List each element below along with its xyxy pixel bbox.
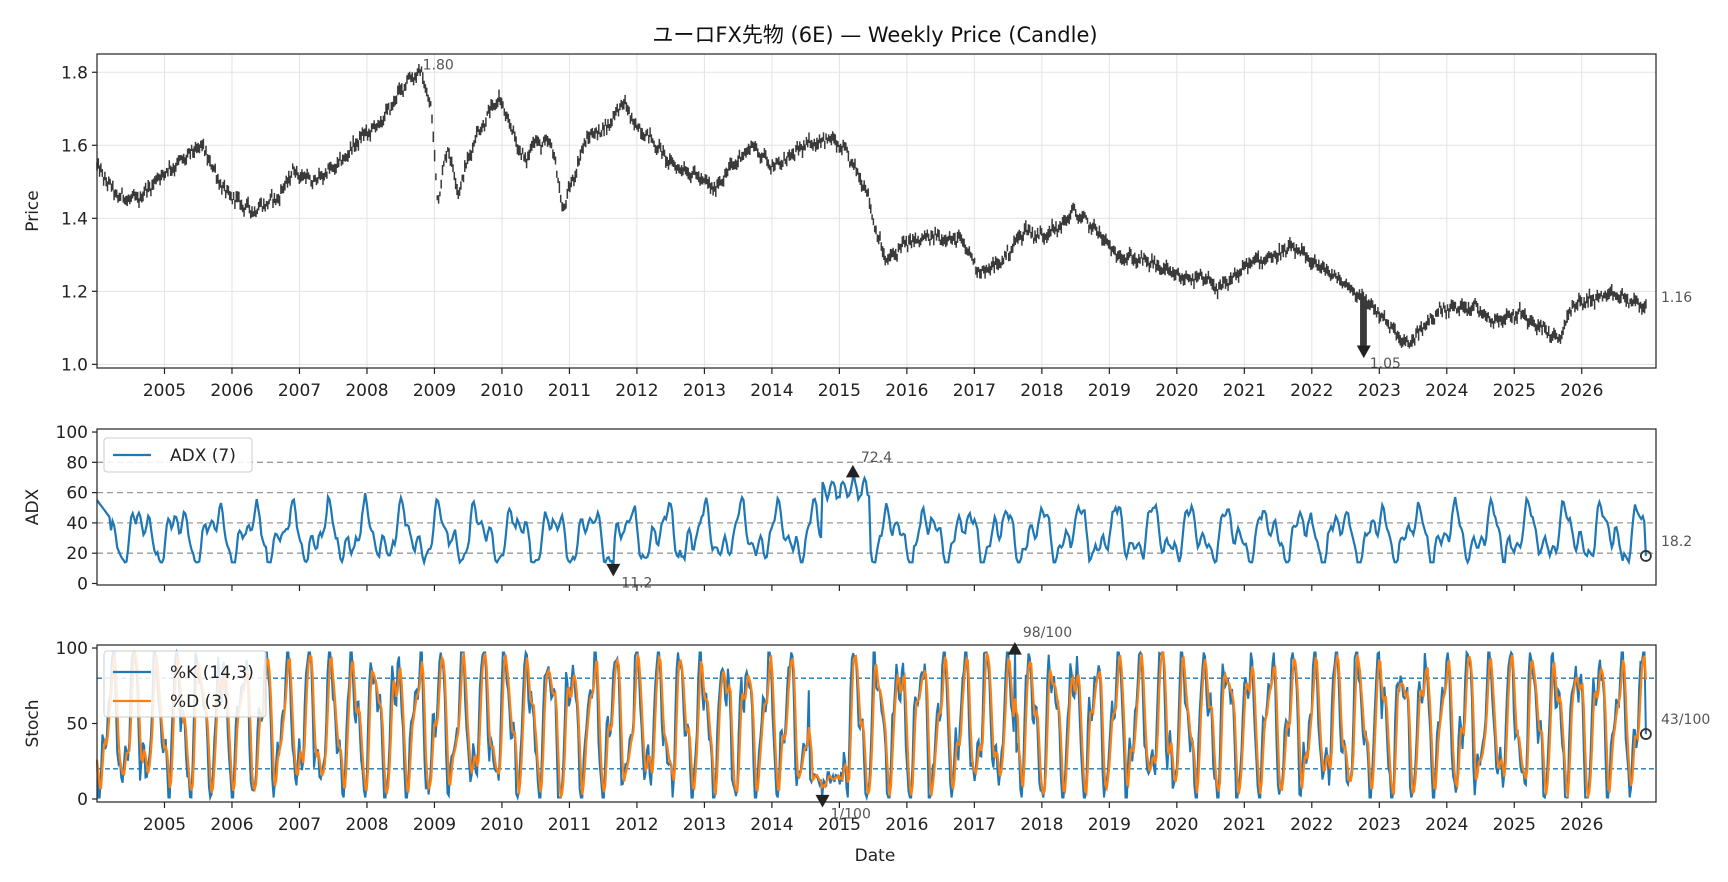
stoch-xtick-label: 2013: [683, 815, 726, 835]
stoch-y-axis-title: Stoch: [23, 700, 43, 748]
price-ytick-label: 1.8: [61, 63, 88, 83]
stoch-xtick-label: 2010: [480, 815, 523, 835]
price-xtick-label: 2026: [1560, 381, 1603, 401]
price-xtick-label: 2005: [143, 381, 186, 401]
stoch-ytick-label: 100: [56, 639, 88, 659]
price-ytick-label: 1.2: [61, 282, 88, 302]
stoch-panel: 0 50 100 2005 2006 2007 2008 2009 2010 2011 2012 20…: [23, 625, 1710, 835]
price-xtick-label: 2021: [1223, 381, 1266, 401]
stoch-xtick-label: 2020: [1155, 815, 1198, 835]
stoch-legend-k-label: %K (14,3): [170, 663, 254, 683]
price-y-axis-title: Price: [23, 190, 43, 231]
stoch-xtick-label: 2014: [750, 815, 793, 835]
adx-plot-frame: [96, 428, 1657, 586]
stoch-plot-frame: [96, 644, 1657, 803]
adx-legend-box: [103, 437, 253, 473]
price-xtick-label: 2022: [1290, 381, 1333, 401]
adx-y-axis-title: ADX: [23, 488, 43, 525]
adx-ytick-label: 100: [56, 423, 88, 443]
stoch-legend-d-label: %D (3): [170, 692, 229, 712]
price-xtick-label: 2011: [548, 381, 591, 401]
adx-line: [96, 473, 1647, 567]
stoch-xtick-label: 2023: [1358, 815, 1401, 835]
price-xtick-label: 2019: [1088, 381, 1131, 401]
stoch-xtick-label: 2007: [278, 815, 321, 835]
price-xtick-label: 2008: [345, 381, 388, 401]
stoch-xtick-label: 2012: [615, 815, 658, 835]
stoch-last-marker: [1639, 728, 1652, 740]
stoch-xtick-label: 2024: [1425, 815, 1468, 835]
price-xtick-label: 2020: [1155, 381, 1198, 401]
stoch-k-line: [96, 648, 1647, 802]
adx-min-marker: [606, 563, 621, 577]
price-xtick-label: 2009: [413, 381, 456, 401]
stoch-ytick-label: 0: [77, 790, 88, 810]
stoch-xtick-label: 2019: [1088, 815, 1131, 835]
stoch-xtick-label: 2018: [1020, 815, 1063, 835]
price-min-marker: [1356, 345, 1371, 359]
stoch-min-label: 1/100: [831, 806, 871, 822]
stoch-xtick-label: 2021: [1223, 815, 1266, 835]
stoch-xtick-label: 2025: [1493, 815, 1536, 835]
adx-last-label: 18.2: [1661, 534, 1692, 550]
stoch-xtick-label: 2006: [210, 815, 253, 835]
price-min-label: 1.05: [1370, 356, 1401, 372]
price-max-label: 1.80: [423, 57, 454, 73]
stoch-xtick-label: 2011: [548, 815, 591, 835]
price-xtick-label: 2014: [750, 381, 793, 401]
price-plot-frame: [96, 53, 1657, 369]
stoch-xtick-label: 2017: [953, 815, 996, 835]
stoch-xtick-label: 2026: [1560, 815, 1603, 835]
stoch-xtick-label: 2009: [413, 815, 456, 835]
stoch-min-marker: [815, 794, 830, 808]
x-axis-title: Date: [855, 846, 896, 866]
price-panel: 1.0 1.2 1.4 1.6 1.8 2005 2006 2007 2008 2009 2010 2…: [23, 53, 1692, 401]
adx-ytick-label: 20: [66, 544, 88, 564]
stoch-ytick-label: 50: [66, 715, 88, 735]
adx-ytick-label: 40: [66, 514, 88, 534]
adx-ytick-label: 60: [66, 484, 88, 504]
price-xtick-label: 2023: [1358, 381, 1401, 401]
price-xtick-label: 2012: [615, 381, 658, 401]
price-xtick-label: 2025: [1493, 381, 1536, 401]
price-xtick-label: 2018: [1020, 381, 1063, 401]
price-candles: [96, 64, 1647, 349]
price-xtick-label: 2024: [1425, 381, 1468, 401]
stoch-d-line: [95, 650, 1647, 798]
price-xtick-label: 2010: [480, 381, 523, 401]
price-xtick-label: 2013: [683, 381, 726, 401]
stoch-xtick-label: 2016: [885, 815, 928, 835]
adx-min-label: 11.2: [621, 576, 652, 592]
price-xtick-label: 2017: [953, 381, 996, 401]
stoch-max-label: 98/100: [1023, 625, 1072, 641]
stoch-xtick-label: 2005: [143, 815, 186, 835]
stoch-last-label: 43/100: [1661, 712, 1710, 728]
chart-title: ユーロFX先物 (6E) — Weekly Price (Candle): [652, 23, 1097, 47]
adx-legend-label: ADX (7): [170, 446, 236, 466]
price-last-label: 1.16: [1661, 290, 1692, 306]
stoch-max-marker: [1007, 642, 1022, 655]
stoch-xtick-label: 2008: [345, 815, 388, 835]
stoch-xtick-label: 2022: [1290, 815, 1333, 835]
adx-ytick-label: 80: [66, 453, 88, 473]
price-ytick-label: 1.0: [61, 355, 88, 375]
price-ytick-label: 1.6: [61, 136, 88, 156]
price-xtick-label: 2006: [210, 381, 253, 401]
adx-ytick-label: 0: [77, 574, 88, 594]
adx-panel: 0 20 40 60 80 100 ADX 72.4 11.2 18.2 ADX (7): [23, 423, 1692, 594]
adx-max-label: 72.4: [861, 450, 892, 466]
price-ytick-label: 1.4: [61, 209, 88, 229]
price-xtick-label: 2015: [818, 381, 861, 401]
adx-last-marker: [1639, 550, 1652, 562]
price-xtick-label: 2016: [885, 381, 928, 401]
stoch-xtick-label: 2015: [818, 815, 861, 835]
adx-max-marker: [845, 464, 860, 478]
price-xtick-label: 2007: [278, 381, 321, 401]
